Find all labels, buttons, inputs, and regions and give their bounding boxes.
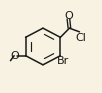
Text: Br: Br bbox=[57, 56, 70, 66]
Text: O: O bbox=[11, 51, 19, 61]
Text: O: O bbox=[64, 11, 73, 21]
Text: Cl: Cl bbox=[75, 33, 86, 43]
